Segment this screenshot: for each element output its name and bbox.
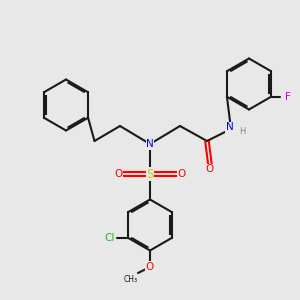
Text: N: N	[226, 122, 233, 133]
Text: O: O	[146, 262, 154, 272]
Text: O: O	[114, 169, 123, 179]
Text: H: H	[239, 128, 246, 136]
Text: F: F	[285, 92, 290, 102]
Text: O: O	[177, 169, 186, 179]
Text: CH₃: CH₃	[123, 274, 138, 284]
Text: Cl: Cl	[105, 233, 115, 243]
Text: O: O	[206, 164, 214, 175]
Text: N: N	[146, 139, 154, 149]
Text: S: S	[146, 167, 154, 181]
